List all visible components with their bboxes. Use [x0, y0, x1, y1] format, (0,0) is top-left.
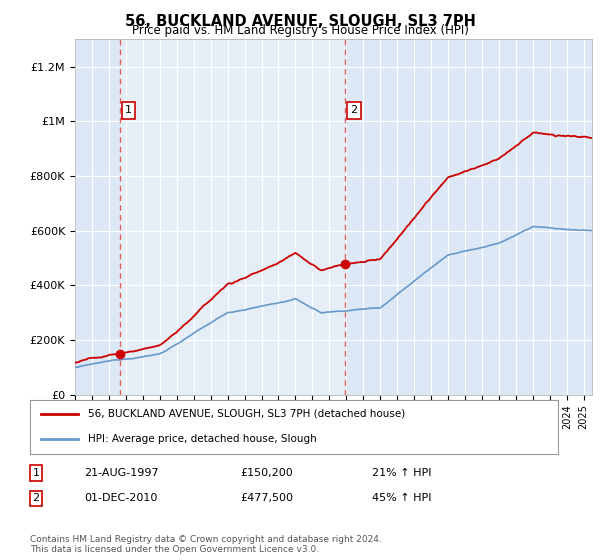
- Text: £150,200: £150,200: [240, 468, 293, 478]
- Text: 2: 2: [32, 493, 40, 503]
- Text: £477,500: £477,500: [240, 493, 293, 503]
- Text: 45% ↑ HPI: 45% ↑ HPI: [372, 493, 431, 503]
- Text: 56, BUCKLAND AVENUE, SLOUGH, SL3 7PH: 56, BUCKLAND AVENUE, SLOUGH, SL3 7PH: [125, 14, 475, 29]
- Text: 2: 2: [350, 105, 357, 115]
- Text: Price paid vs. HM Land Registry's House Price Index (HPI): Price paid vs. HM Land Registry's House …: [131, 24, 469, 37]
- Text: 1: 1: [32, 468, 40, 478]
- Text: HPI: Average price, detached house, Slough: HPI: Average price, detached house, Slou…: [88, 433, 317, 444]
- Text: 1: 1: [125, 105, 132, 115]
- Text: 56, BUCKLAND AVENUE, SLOUGH, SL3 7PH (detached house): 56, BUCKLAND AVENUE, SLOUGH, SL3 7PH (de…: [88, 409, 406, 419]
- Text: Contains HM Land Registry data © Crown copyright and database right 2024.
This d: Contains HM Land Registry data © Crown c…: [30, 535, 382, 554]
- Text: 21% ↑ HPI: 21% ↑ HPI: [372, 468, 431, 478]
- Bar: [120, 39, 345, 395]
- Text: 01-DEC-2010: 01-DEC-2010: [84, 493, 157, 503]
- Text: 21-AUG-1997: 21-AUG-1997: [84, 468, 158, 478]
